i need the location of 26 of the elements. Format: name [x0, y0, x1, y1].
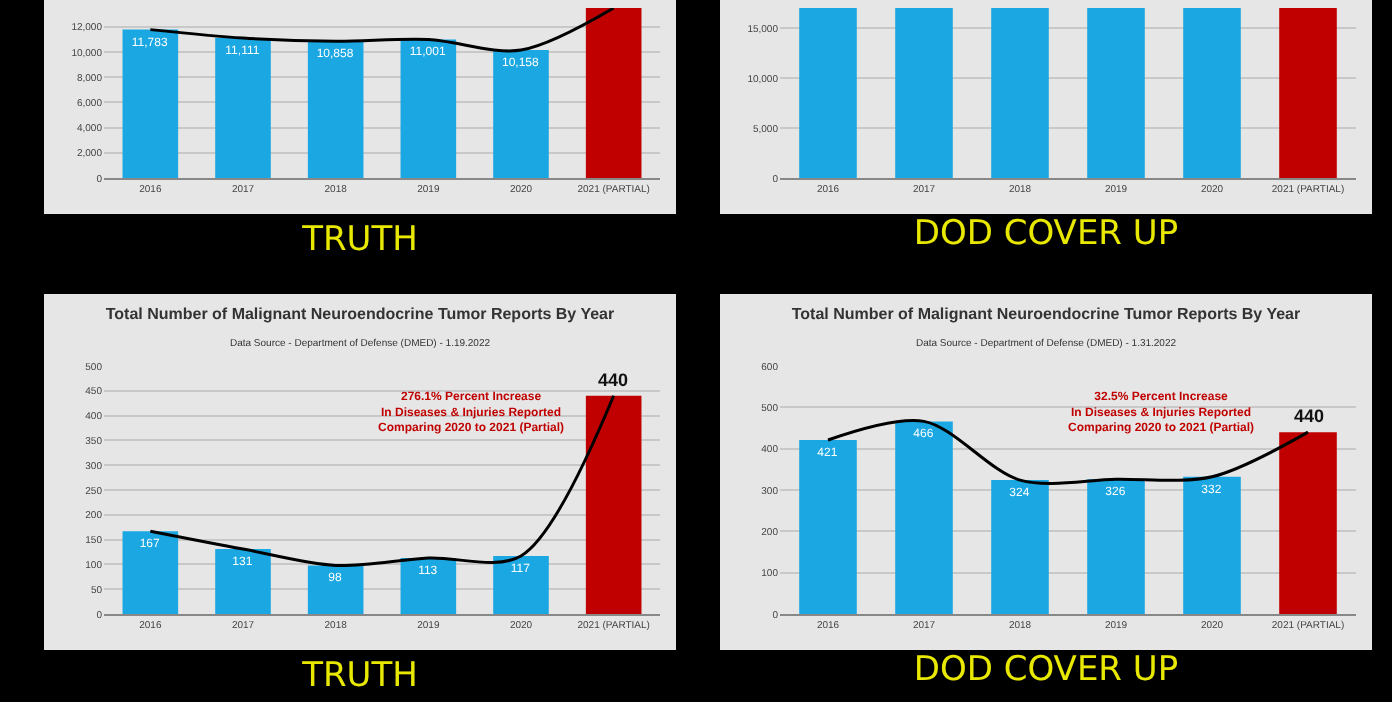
bar	[122, 29, 179, 178]
bar	[215, 549, 271, 614]
text: DOD COVER UP	[911, 650, 1181, 690]
text: DOD COVER UP	[911, 214, 1181, 254]
bar	[585, 8, 642, 178]
text: TRUTH	[300, 220, 420, 260]
bar	[215, 38, 271, 178]
bar	[1087, 479, 1145, 614]
bar	[1279, 432, 1337, 614]
bar	[799, 439, 857, 614]
annotation: 440	[1294, 406, 1325, 426]
text: TRUTH	[300, 656, 420, 696]
chart-title: Total Number of Malignant Neuroendocrine Tumor Reports By Year	[105, 305, 615, 324]
bar	[1183, 476, 1241, 614]
bar	[991, 480, 1049, 614]
bar	[493, 555, 549, 614]
chart-title: Total Number of Malignant Neuroendocrine Tumor Reports By Year	[791, 305, 1301, 324]
bar	[122, 531, 179, 614]
bar	[400, 39, 457, 178]
bar	[585, 395, 642, 614]
bar	[307, 565, 364, 614]
bar	[307, 41, 364, 178]
bar	[400, 557, 457, 614]
bar	[895, 421, 953, 614]
bar	[493, 50, 549, 178]
annotation: 440	[598, 370, 629, 390]
